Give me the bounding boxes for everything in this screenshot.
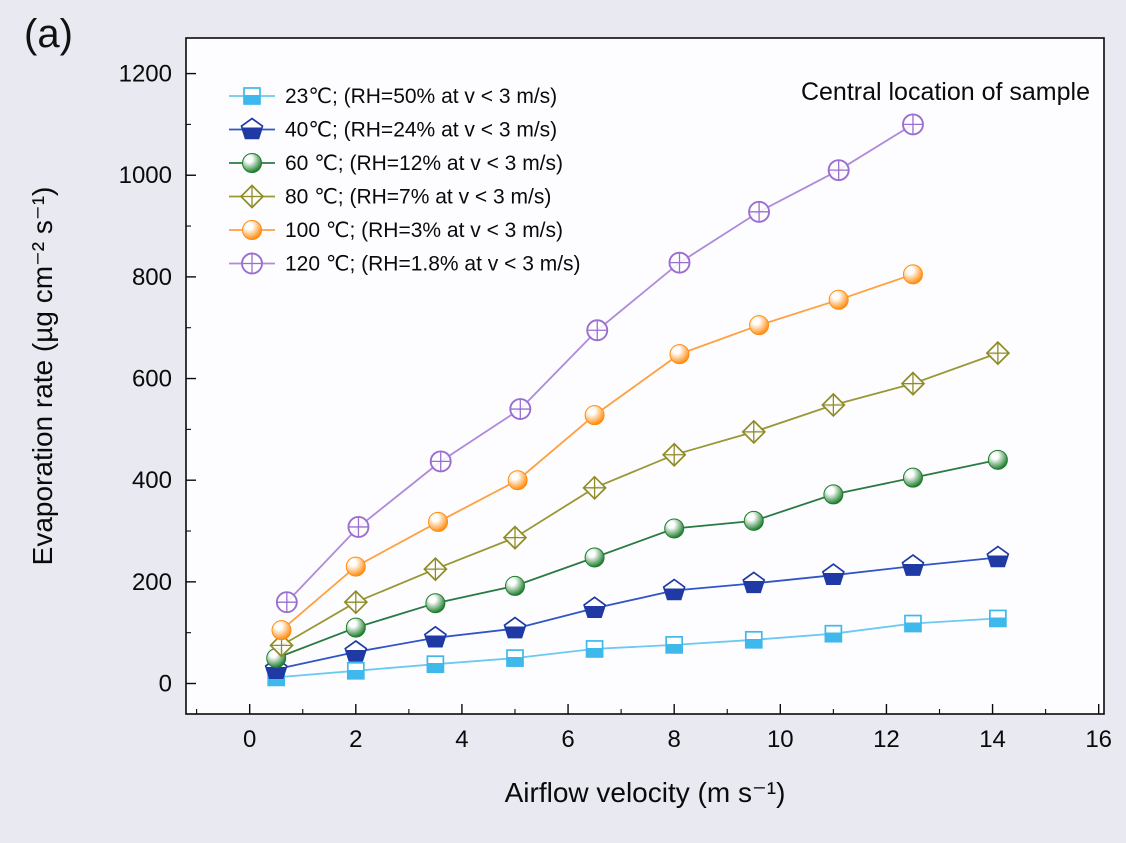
- marker-square: [585, 640, 604, 658]
- marker-pentagon: [503, 616, 527, 639]
- legend-label: 120 ℃; (RH=1.8% at v < 3 m/s): [285, 253, 581, 276]
- marker-circle: [242, 220, 262, 240]
- x-tick-label: 0: [243, 726, 256, 753]
- legend-item-23c: 23℃; (RH=50% at v < 3 m/s): [229, 85, 557, 108]
- annotation-central-location: Central location of sample: [801, 78, 1090, 106]
- marker-circle: [823, 484, 844, 505]
- marker-circle: [345, 556, 366, 577]
- marker-circle: [902, 467, 923, 488]
- series-line: [276, 556, 998, 671]
- marker-pentagon: [240, 117, 264, 140]
- panel-label: (a): [24, 12, 73, 56]
- marker-pentagon: [742, 571, 766, 594]
- marker-pentagon: [583, 596, 607, 619]
- legend-label: 60 ℃; (RH=12% at v < 3 m/s): [285, 152, 563, 175]
- series-line: [276, 617, 998, 679]
- series-100c: [271, 264, 923, 641]
- marker-circle: [242, 153, 262, 173]
- marker-square: [665, 636, 684, 654]
- marker-square: [989, 609, 1007, 628]
- x-tick-label: 8: [668, 726, 681, 753]
- x-tick-label: 4: [455, 726, 468, 753]
- marker-circle: [902, 264, 923, 285]
- series-40c: [264, 545, 1010, 680]
- marker-square: [824, 624, 843, 643]
- marker-circle: [345, 617, 366, 638]
- x-tick-label: 12: [873, 726, 900, 753]
- marker-pentagon: [821, 563, 845, 585]
- marker-circle: [507, 470, 528, 491]
- marker-square: [904, 614, 922, 633]
- y-tick-label: 600: [132, 366, 172, 393]
- marker-circle: [504, 575, 525, 596]
- legend-label: 23℃; (RH=50% at v < 3 m/s): [285, 85, 557, 108]
- series-line: [281, 352, 999, 647]
- marker-circle: [584, 547, 605, 568]
- y-axis-label: Evaporation rate (µg cm⁻² s⁻¹): [27, 187, 58, 566]
- marker-pentagon: [662, 578, 686, 601]
- x-tick-label: 14: [979, 726, 1006, 753]
- marker-circle: [425, 593, 446, 614]
- y-tick-label: 400: [132, 467, 172, 494]
- legend-item-100c: 100 ℃; (RH=3% at v < 3 m/s): [229, 219, 563, 242]
- legend-label: 40℃; (RH=24% at v < 3 m/s): [285, 119, 557, 142]
- legend: 23℃; (RH=50% at v < 3 m/s) 40℃; (RH=24% a…: [229, 85, 581, 276]
- y-tick-label: 200: [132, 569, 172, 596]
- marker-circle: [271, 620, 292, 641]
- marker-pentagon: [901, 554, 925, 576]
- series-120c: [275, 113, 924, 614]
- marker-circle: [669, 344, 690, 365]
- marker-square: [243, 87, 261, 105]
- plot-area: [186, 38, 1104, 714]
- legend-item-60c: 60 ℃; (RH=12% at v < 3 m/s): [229, 152, 563, 175]
- legend-label: 100 ℃; (RH=3% at v < 3 m/s): [285, 219, 563, 242]
- marker-pentagon: [986, 545, 1010, 568]
- x-tick-label: 2: [349, 726, 362, 753]
- legend-item-40c: 40℃; (RH=24% at v < 3 m/s): [229, 117, 557, 142]
- marker-pentagon: [423, 625, 447, 648]
- marker-square: [426, 655, 445, 674]
- marker-pentagon: [344, 639, 368, 662]
- legend-item-80c: 80 ℃; (RH=7% at v < 3 m/s): [229, 184, 551, 209]
- legend-label: 80 ℃; (RH=7% at v < 3 m/s): [285, 186, 551, 209]
- series-60c: [266, 449, 1008, 669]
- marker-circle: [584, 405, 605, 426]
- marker-square: [346, 661, 365, 680]
- marker-circle: [987, 449, 1008, 470]
- axes: 0 2 4 6 8 10 12 14 16 0 200 400 600 800 1000 1200: [119, 61, 1112, 753]
- y-tick-label: 0: [159, 671, 172, 698]
- series-23c: [267, 609, 1007, 687]
- marker-circle: [428, 511, 449, 532]
- legend-item-120c: 120 ℃; (RH=1.8% at v < 3 m/s): [229, 253, 581, 276]
- x-tick-label: 10: [767, 726, 794, 753]
- y-tick-label: 800: [132, 264, 172, 291]
- y-tick-label: 1200: [119, 61, 172, 88]
- x-tick-label: 6: [561, 726, 574, 753]
- series-80c: [269, 340, 1011, 658]
- marker-circle: [828, 289, 849, 310]
- marker-square: [506, 649, 524, 667]
- x-axis-label: Airflow velocity (m s⁻¹): [505, 777, 786, 808]
- marker-circle: [664, 518, 685, 539]
- x-tick-label: 16: [1085, 726, 1112, 753]
- series-line: [275, 459, 999, 659]
- plot-frame: [185, 37, 1105, 715]
- marker-circle: [749, 315, 770, 336]
- marker-square: [744, 630, 763, 649]
- marker-circle: [743, 510, 764, 531]
- y-tick-label: 1000: [119, 162, 172, 189]
